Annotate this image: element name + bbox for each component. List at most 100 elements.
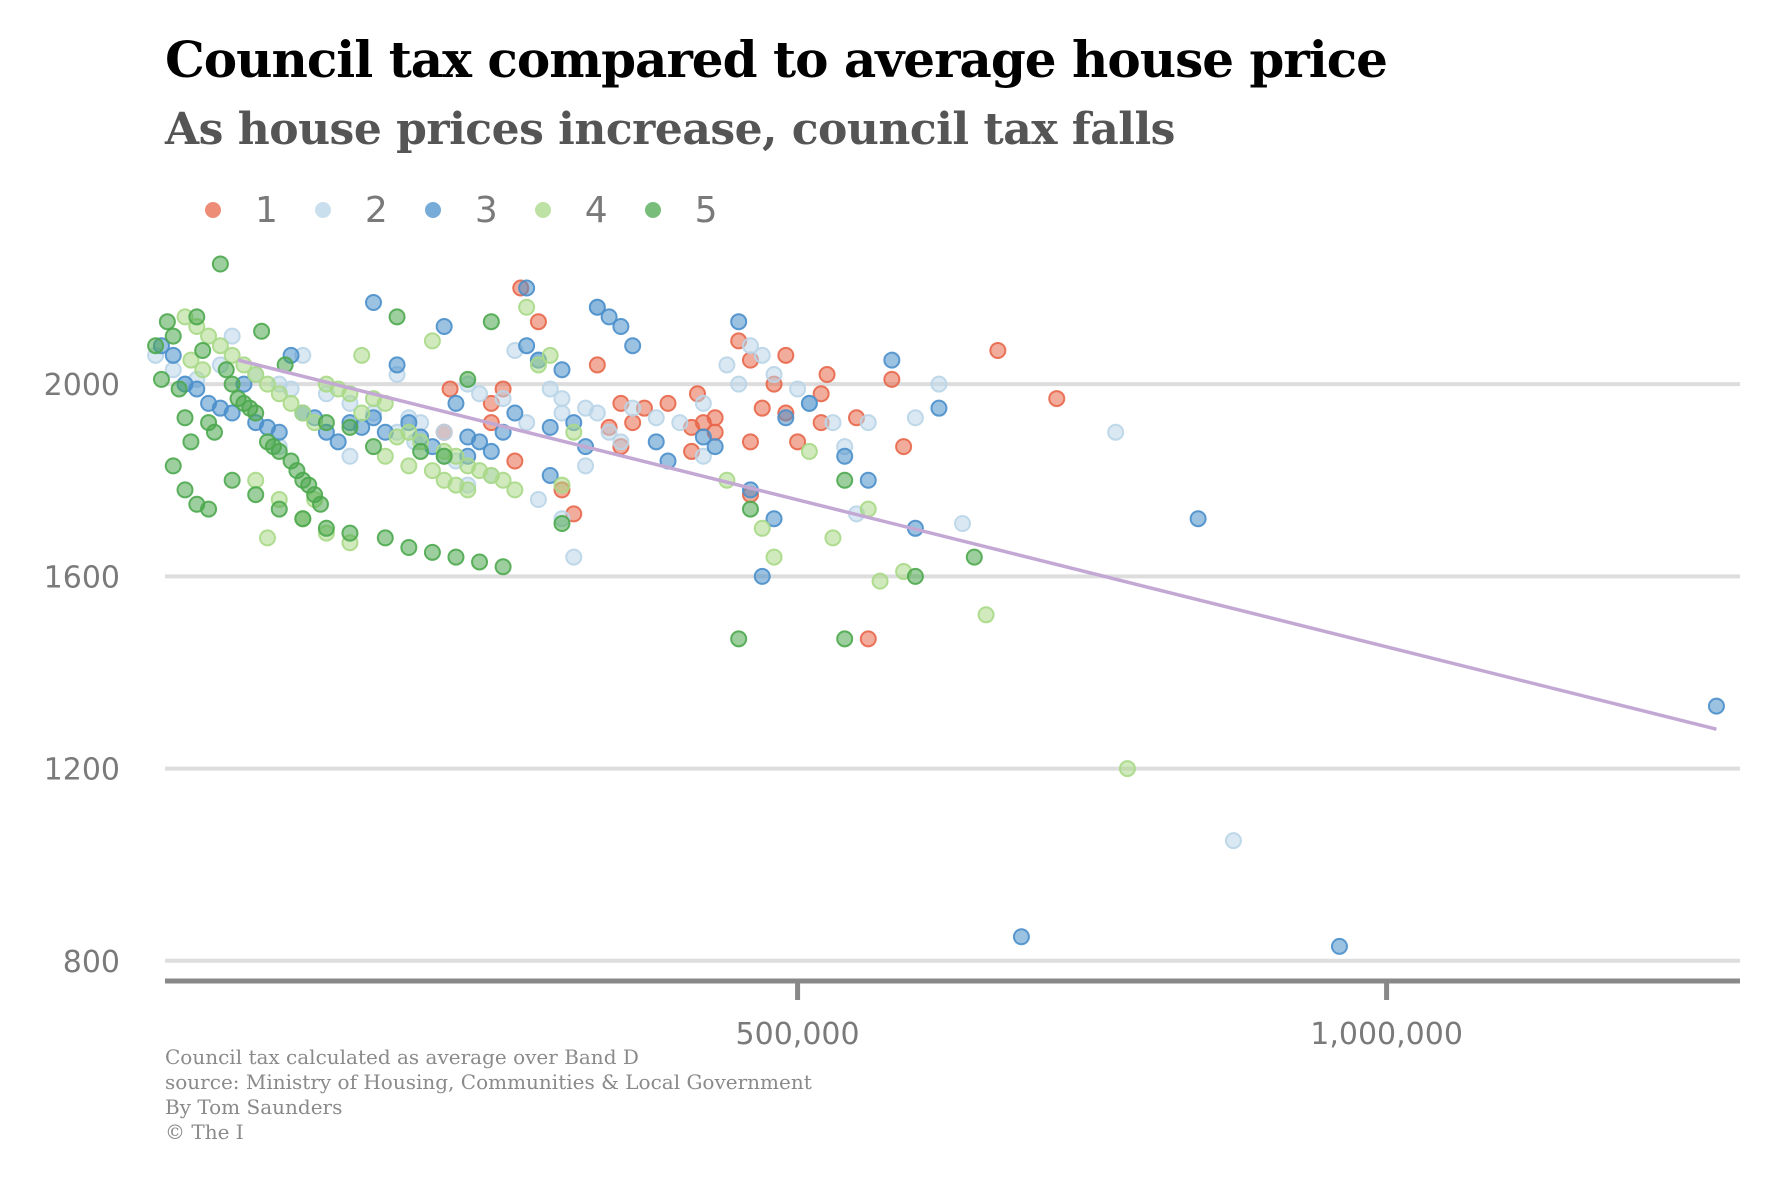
data-point-s5-8: [194, 342, 212, 360]
legend-label-3: 3: [474, 189, 498, 231]
data-point-s4-19: [400, 423, 418, 441]
data-point-s5-46: [341, 524, 359, 542]
data-point-s1-26: [741, 433, 759, 451]
data-point-s3-55: [518, 279, 536, 297]
data-point-s5-31: [365, 438, 383, 456]
data-point-s3-6: [223, 404, 241, 422]
data-point-s4-51: [423, 462, 441, 480]
data-point-s5-42: [247, 486, 265, 504]
data-point-s5-3: [164, 327, 182, 345]
data-point-s2-24: [553, 390, 571, 408]
data-point-s3-56: [365, 293, 383, 311]
data-point-s2-33: [718, 356, 736, 374]
data-point-s3-44: [730, 313, 748, 331]
data-point-s5-56: [965, 548, 983, 566]
data-point-s3-48: [777, 409, 795, 427]
data-point-s5-53: [553, 515, 571, 533]
data-point-s5-58: [730, 630, 748, 648]
data-point-s5-59: [741, 500, 759, 518]
data-point-s4-49: [376, 447, 394, 465]
data-point-s4-50: [400, 457, 418, 475]
data-point-s3-54: [930, 399, 948, 417]
data-point-s2-34: [730, 375, 748, 393]
data-point-s4-42: [977, 606, 995, 624]
data-point-s4-57: [258, 529, 276, 547]
data-point-s1-31: [659, 394, 677, 412]
data-point-s2-49: [577, 457, 595, 475]
data-point-s5-10: [205, 423, 223, 441]
footer-byline: By Tom Saunders: [165, 1095, 343, 1119]
legend-item-3: 3: [424, 189, 498, 231]
data-point-s1-3: [989, 342, 1007, 360]
data-point-s4-37: [800, 442, 818, 460]
data-point-s2-32: [694, 394, 712, 412]
data-point-s4-6: [247, 366, 265, 384]
data-point-s5-34: [435, 447, 453, 465]
y-tick-label-800: 800: [63, 945, 120, 980]
data-point-s2-31: [671, 414, 689, 432]
data-point-s1-18: [1048, 390, 1066, 408]
data-point-s2-50: [694, 447, 712, 465]
legend-item-4: 4: [534, 190, 608, 231]
data-point-s1-5: [818, 366, 836, 384]
data-point-s2-19: [494, 390, 512, 408]
data-point-s5-57: [836, 630, 854, 648]
data-point-s3-47: [765, 510, 783, 528]
data-point-s5-12: [217, 361, 235, 379]
data-point-s3-25: [447, 394, 465, 412]
chart-subtitle: As house prices increase, council tax fa…: [165, 104, 1175, 155]
legend-item-1: 1: [205, 190, 278, 231]
data-point-s3-34: [553, 361, 571, 379]
data-point-s3-38: [612, 317, 630, 335]
data-point-s4-54: [459, 481, 477, 499]
data-point-s5-43: [270, 500, 288, 518]
legend-label-1: 1: [255, 189, 278, 231]
data-point-s3-30: [506, 404, 524, 422]
data-point-s4-44: [247, 471, 265, 489]
data-point-s2-5: [223, 327, 241, 345]
data-point-s3-46: [753, 567, 771, 585]
data-point-s4-8: [270, 385, 288, 403]
data-point-s2-59: [906, 409, 924, 427]
data-point-s5-11: [211, 255, 229, 273]
data-point-s2-26: [588, 404, 606, 422]
data-point-s4-21: [423, 332, 441, 350]
data-point-s5-48: [400, 539, 418, 557]
legend-item-2: 2: [314, 190, 388, 231]
data-point-s2-60: [930, 375, 948, 393]
data-point-s1-40: [859, 630, 877, 648]
y-tick-label-1600: 1600: [44, 560, 120, 595]
data-point-s2-23: [541, 380, 559, 398]
data-point-s3-31: [518, 337, 536, 355]
chart-title: Council tax compared to average house pr…: [165, 30, 1388, 89]
data-point-s5-44: [294, 510, 312, 528]
legend-item-5: 5: [644, 190, 718, 231]
data-point-s3-15: [329, 433, 347, 451]
data-point-s3-60: [1189, 510, 1207, 528]
data-point-s4-28: [506, 481, 524, 499]
data-point-s4-43: [1118, 760, 1136, 778]
data-point-s1-16: [789, 433, 807, 451]
data-point-s5-41: [223, 471, 241, 489]
data-point-s3-61: [1012, 928, 1030, 946]
data-point-s5-29: [317, 414, 335, 432]
data-point-s2-29: [624, 399, 642, 417]
data-point-s3-33: [541, 418, 559, 436]
data-point-s2-48: [565, 548, 583, 566]
legend-marker-2: [314, 202, 331, 218]
data-point-s5-5: [176, 409, 194, 427]
data-point-s5-1: [152, 370, 170, 388]
data-point-s2-61: [954, 515, 972, 533]
data-point-s5-49: [423, 543, 441, 561]
data-point-s5-28: [311, 495, 329, 513]
data-point-s2-21: [518, 414, 536, 432]
data-point-s2-18: [471, 385, 489, 403]
data-point-s1-6: [883, 370, 901, 388]
data-point-s5-6: [182, 433, 200, 451]
data-point-s3-10: [270, 423, 288, 441]
x-tick-label-1000000: 1,000,000: [1310, 1017, 1463, 1052]
data-point-s3-1: [164, 346, 182, 364]
data-point-s1-8: [812, 385, 830, 403]
data-point-s1-2: [777, 346, 795, 364]
data-point-s5-18: [253, 322, 271, 340]
